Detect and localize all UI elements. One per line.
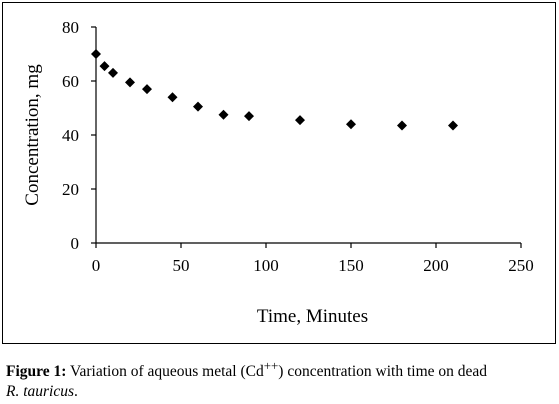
x-tick-label: 50 (173, 256, 190, 275)
caption-text-after: ) concentration with time on dead (278, 363, 488, 381)
caption-superscript: ++ (263, 358, 279, 373)
chart-frame (2, 2, 556, 344)
axes (95, 27, 521, 244)
data-point (142, 84, 152, 95)
data-point (167, 92, 178, 103)
data-points (91, 49, 458, 131)
data-point (346, 119, 356, 130)
data-point (295, 115, 305, 126)
x-tick-label: 200 (423, 256, 449, 275)
ticks (91, 26, 522, 248)
x-tick-label: 100 (253, 256, 279, 275)
data-point (108, 67, 118, 78)
caption-end: . (74, 383, 78, 401)
data-point (91, 49, 101, 59)
y-tick-label: 60 (62, 72, 79, 91)
caption-text-before: Variation of aqueous metal (Cd (66, 363, 264, 381)
data-point (218, 109, 229, 120)
y-axis-title: Concentration, mg (22, 64, 43, 206)
data-point (244, 111, 254, 122)
caption-label: Figure 1: (6, 363, 67, 381)
data-point (448, 120, 458, 131)
tick-labels: 0 20 40 60 80 0 50 100 150 200 250 (62, 18, 534, 275)
data-point (397, 120, 407, 131)
x-tick-label: 250 (508, 256, 534, 275)
y-tick-label: 40 (62, 126, 79, 145)
x-axis-title: Time, Minutes (257, 306, 368, 327)
chart: 0 20 40 60 80 0 50 100 150 200 250 Time, Minutes C… (22, 18, 534, 327)
y-tick-label: 20 (62, 180, 79, 199)
y-tick-label: 80 (62, 18, 79, 37)
x-tick-label: 150 (338, 256, 364, 275)
data-point (125, 77, 135, 88)
figure-caption: Figure 1: Variation of aqueous metal (Cd… (6, 356, 556, 402)
x-tick-label: 0 (92, 256, 101, 275)
caption-species: R. tauricus (6, 383, 75, 401)
data-point (193, 101, 203, 112)
y-tick-label: 0 (71, 234, 80, 253)
data-point (99, 61, 110, 72)
